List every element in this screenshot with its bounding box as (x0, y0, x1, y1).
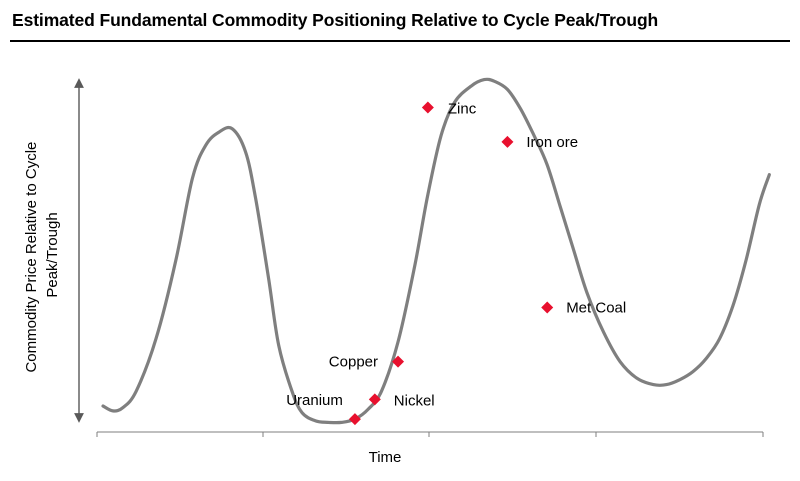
marker-iron-ore (501, 135, 514, 148)
marker-label-iron-ore: Iron ore (526, 134, 578, 151)
marker-met-coal (541, 301, 554, 314)
cycle-curve (101, 77, 771, 425)
marker-label-copper: Copper (329, 354, 378, 371)
marker-label-met-coal: Met Coal (566, 300, 626, 317)
x-axis-label: Time (369, 449, 402, 466)
marker-nickel (368, 393, 381, 406)
chart-title: Estimated Fundamental Commodity Position… (12, 10, 659, 30)
marker-copper (392, 355, 405, 368)
title-divider (10, 40, 790, 42)
y-axis-label-line-1: Commodity Price Relative to Cycle (23, 142, 40, 373)
marker-label-zinc: Zinc (448, 101, 477, 118)
marker-label-nickel: Nickel (394, 392, 435, 409)
marker-label-uranium: Uranium (286, 392, 343, 409)
marker-zinc (421, 101, 434, 114)
y-axis-label-line-2: Peak/Trough (44, 212, 61, 297)
x-axis-ticks (96, 432, 764, 437)
y-axis-label: Commodity Price Relative to Cycle Peak/T… (23, 137, 61, 372)
marker-uranium (348, 413, 361, 426)
commodity-markers: Uranium Nickel Copper Zinc Iron ore Met Coal (286, 101, 626, 426)
